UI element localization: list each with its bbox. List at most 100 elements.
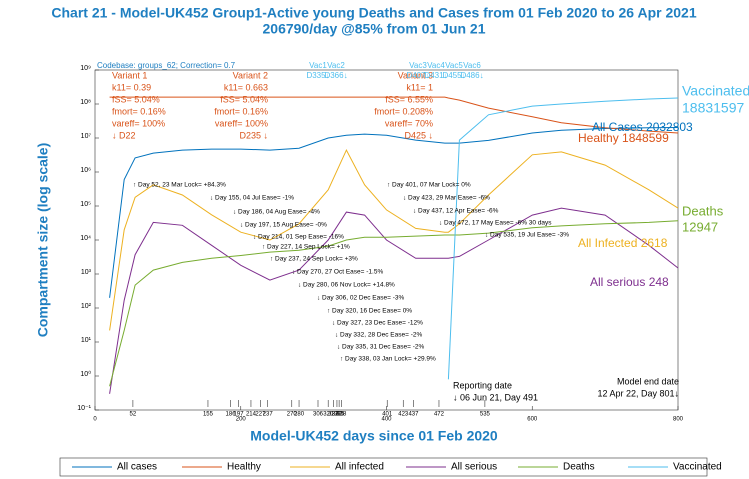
- variant-info: fmort= 0.16%: [214, 106, 268, 116]
- vaccine-name: Vac3: [409, 61, 427, 70]
- legend-label: Deaths: [563, 462, 595, 473]
- variant-info: fSS= 5.04%: [220, 94, 268, 104]
- vaccine-day: D486↓: [460, 71, 483, 80]
- event-annotation: ↓ Day 332, 28 Dec Ease= -2%: [335, 332, 422, 339]
- vaccine-day: D407↓: [406, 71, 429, 80]
- event-day-label: 155: [203, 412, 214, 418]
- variant-info: vareff= 100%: [215, 118, 268, 128]
- variant-info: vareff= 70%: [385, 118, 433, 128]
- x-axis-label: Model-UK452 days since 01 Feb 2020: [250, 428, 498, 444]
- end-label: 18831597: [682, 100, 745, 116]
- legend-label: All serious: [451, 462, 497, 473]
- event-day-label: 332: [332, 412, 343, 418]
- vaccine-day: D335↓: [306, 71, 329, 80]
- event-annotation: ↓ Day 197, 15 Aug Ease= -0%: [240, 222, 327, 229]
- event-annotation: ↓ Day 472, 17 May Ease= -6% 30 days: [439, 220, 552, 227]
- y-tick-label: 10¹: [81, 337, 92, 344]
- vaccine-name: Vac6: [463, 61, 481, 70]
- reporting-date: ↓ 06 Jun 21, Day 491: [453, 392, 538, 402]
- y-tick-label: 10⁸: [80, 99, 91, 106]
- legend-label: Vaccinated: [673, 462, 722, 473]
- variant-info: fSS= 6.55%: [385, 94, 433, 104]
- event-annotation: ↓ Day 214, 01 Sep Ease= -16%: [253, 234, 344, 241]
- end-label: All Infected 2618: [578, 236, 668, 250]
- series-line: [109, 148, 678, 331]
- event-day-label: 306: [313, 412, 324, 418]
- vaccine-name: Vac1: [309, 61, 327, 70]
- variant-info: Variant 2: [233, 70, 268, 80]
- variant-info: fmort= 0.16%: [112, 106, 166, 116]
- model-end-date: Model end date: [617, 376, 679, 386]
- end-label: Vaccinated: [682, 83, 749, 99]
- event-day-label: 186: [226, 412, 237, 418]
- event-annotation: ↓ Day 280, 06 Nov Lock= +14.8%: [298, 282, 395, 289]
- event-annotation: ↓ Day 306, 02 Dec Ease= -3%: [317, 295, 404, 302]
- variant-info: fmort= 0.208%: [374, 106, 433, 116]
- vaccine-day: D366↓: [324, 71, 347, 80]
- series-line: [109, 96, 678, 134]
- x-tick-label: 200: [236, 417, 247, 423]
- variant-info: k11= 0.663: [224, 82, 268, 92]
- end-label: Healthy 1848599: [578, 131, 669, 145]
- y-tick-label: 10⁵: [80, 201, 91, 208]
- event-day-label: 214: [246, 412, 257, 418]
- event-day-label: 280: [294, 412, 305, 418]
- y-tick-label: 10⁰: [80, 370, 91, 378]
- plot-lines: [109, 96, 678, 394]
- model-end-date: 12 Apr 22, Day 801↓: [597, 388, 679, 398]
- variant-info: Variant 1: [112, 70, 147, 80]
- event-annotation: ↓ Day 155, 04 Jul Ease= -1%: [210, 195, 294, 202]
- reporting-date: Reporting date: [453, 380, 512, 390]
- variant-info: k11= 1: [406, 82, 433, 92]
- series-line: [109, 207, 678, 394]
- series-line: [109, 127, 678, 298]
- y-tick-label: 10²: [81, 303, 92, 310]
- event-annotation: ↑ Day 401, 07 Mar Lock= 0%: [387, 182, 471, 189]
- event-day-label: 335: [334, 412, 345, 418]
- variant-info: D425 ↓: [404, 130, 433, 140]
- event-annotation: ↓ Day 423, 29 Mar Ease= -6%: [403, 195, 490, 202]
- event-day-label: 227: [255, 412, 266, 418]
- event-day-label: 52: [130, 412, 137, 418]
- y-tick-label: 10⁷: [81, 133, 92, 140]
- vaccine-day: D455↓: [442, 71, 465, 80]
- codebase-note: Codebase: groups_62; Correction= 0.7: [97, 61, 236, 70]
- end-label: All serious 248: [590, 275, 669, 289]
- event-day-label: 401: [382, 412, 393, 418]
- variant-info: k11= 0.39: [112, 82, 151, 92]
- y-tick-label: 10⁻¹: [77, 405, 91, 412]
- variant-info: vareff= 100%: [112, 118, 165, 128]
- series-line: [109, 220, 678, 387]
- vaccine-name: Vac2: [327, 61, 345, 70]
- event-day-label: 472: [434, 412, 445, 418]
- variant-info: D235 ↓: [239, 130, 268, 140]
- chart-title: Chart 21 - Model-UK452 Group1-Active you…: [51, 5, 696, 21]
- end-label: 12947: [682, 219, 718, 234]
- legend-label: Healthy: [227, 462, 261, 473]
- event-day-label: 237: [263, 412, 274, 418]
- event-annotation: ↓ Day 535, 19 Jul Ease= -3%: [485, 232, 569, 239]
- event-annotation: ↑ Day 338, 03 Jan Lock= +29.9%: [340, 356, 436, 363]
- y-tick-label: 10⁹: [80, 65, 91, 72]
- event-day-label: 197: [234, 412, 245, 418]
- end-label: All Cases 2032803: [592, 120, 693, 134]
- x-tick-label: 400: [381, 417, 392, 423]
- event-day-label: 327: [328, 412, 339, 418]
- x-tick-label: 800: [673, 417, 684, 423]
- legend-box: [59, 457, 708, 477]
- event-annotation: ↓ Day 437, 12 Apr Ease= -6%: [413, 208, 499, 215]
- x-tick-label: 0: [93, 417, 97, 423]
- event-day-label: 320: [323, 412, 334, 418]
- event-annotation: ↓ Day 327, 23 Dec Ease= -12%: [332, 320, 423, 327]
- event-annotation: ↑ Day 237, 24 Sep Lock= +3%: [270, 256, 358, 263]
- event-annotation: ↓ Day 270, 27 Oct Ease= -1.5%: [292, 269, 383, 276]
- end-label: Deaths: [682, 203, 724, 218]
- y-tick-label: 10⁶: [80, 167, 91, 174]
- series-line: [447, 97, 678, 380]
- variant-info: ↓ D22: [112, 130, 136, 140]
- chart-subtitle: 206790/day @85% from 01 Jun 21: [263, 21, 486, 37]
- variant-info: Variant 3: [398, 70, 433, 80]
- vaccine-day: D431↓: [424, 71, 447, 80]
- event-day-label: 535: [480, 412, 491, 418]
